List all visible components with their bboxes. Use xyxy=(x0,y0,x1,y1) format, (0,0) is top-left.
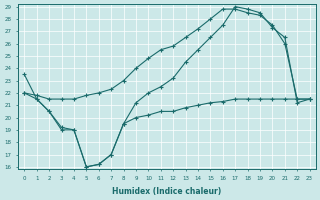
X-axis label: Humidex (Indice chaleur): Humidex (Indice chaleur) xyxy=(112,187,221,196)
